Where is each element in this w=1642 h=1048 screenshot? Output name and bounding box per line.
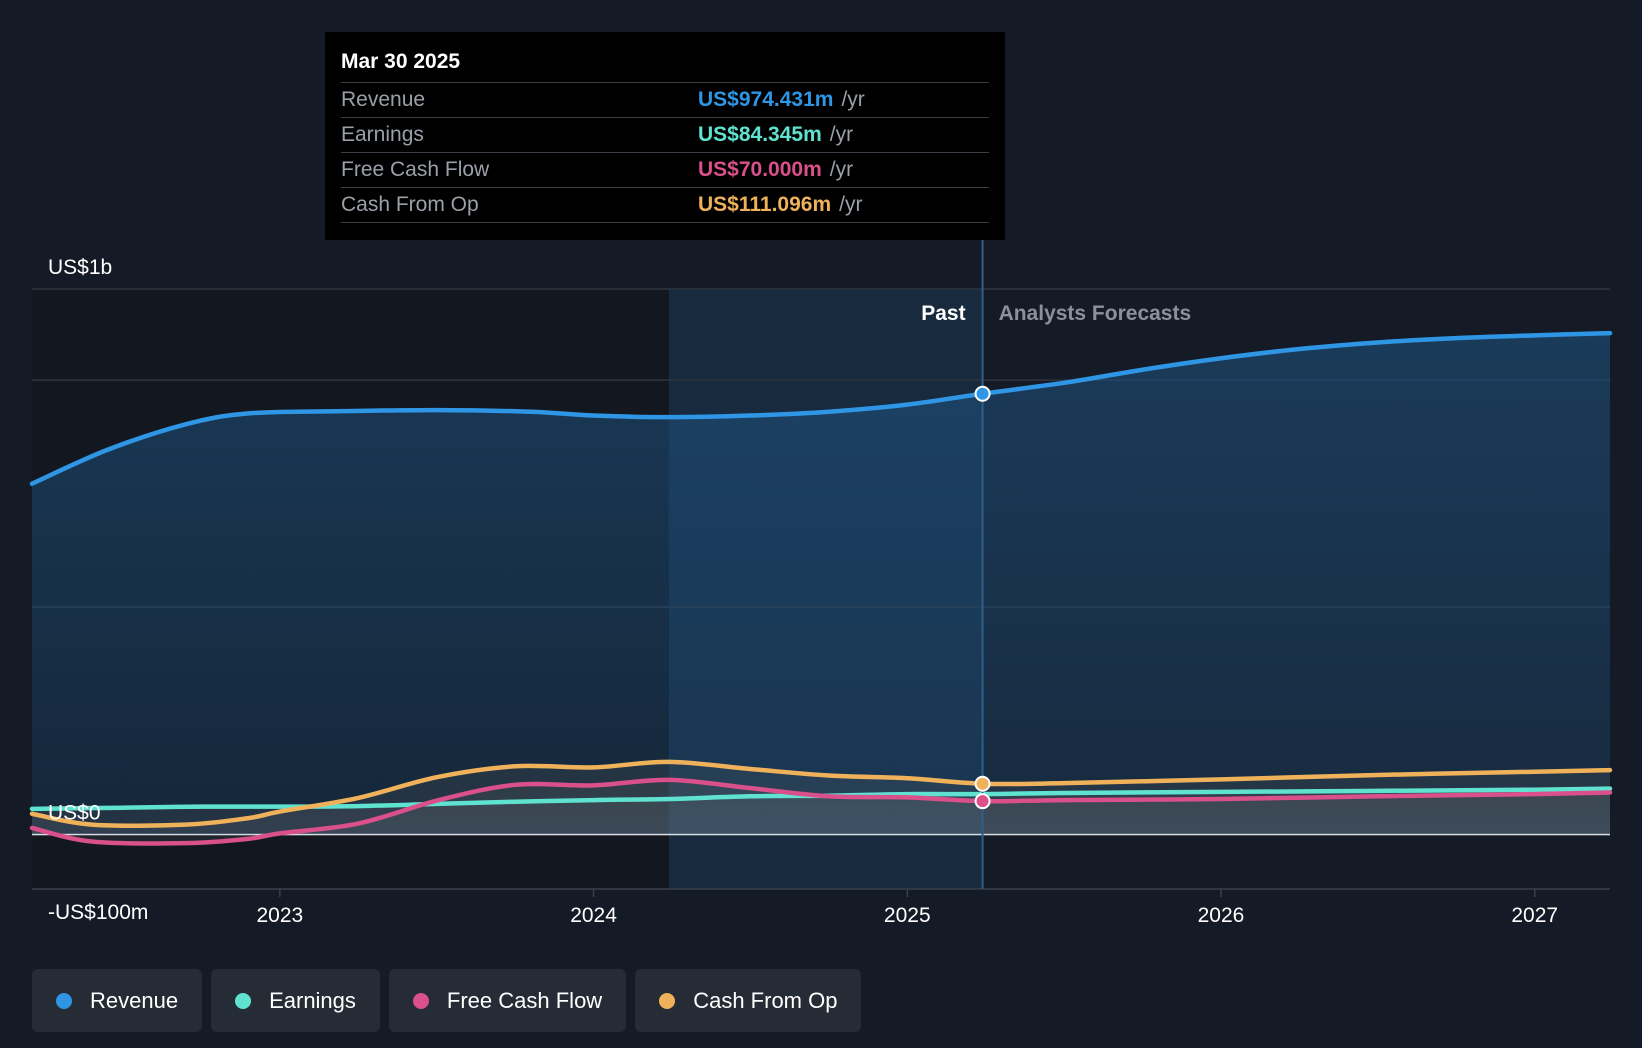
cash-from-op-dot-icon bbox=[659, 992, 676, 1009]
legend-item-revenue[interactable]: Revenue bbox=[32, 969, 203, 1032]
x-tick-label: 2025 bbox=[884, 904, 931, 927]
x-tick-label: 2027 bbox=[1511, 904, 1558, 927]
y-tick-label: -US$100m bbox=[48, 901, 148, 924]
tooltip-row-cash-from-op: Cash From Op US$111.096m /yr bbox=[341, 187, 989, 223]
series-line bbox=[29, 330, 1613, 486]
free-cash-flow-dot-icon bbox=[412, 992, 429, 1009]
y-tick-label: US$1b bbox=[48, 256, 112, 279]
data-point-marker bbox=[974, 775, 991, 792]
series-line bbox=[29, 759, 1613, 828]
tooltip-value: US$974.431m bbox=[698, 88, 834, 111]
data-point-marker bbox=[974, 793, 991, 810]
x-tick-label: 2026 bbox=[1198, 904, 1245, 927]
data-point-marker bbox=[974, 385, 991, 402]
y-tick-label: US$0 bbox=[48, 801, 101, 824]
legend-item-earnings[interactable]: Earnings bbox=[211, 969, 380, 1032]
x-tick-label: 2023 bbox=[256, 904, 303, 927]
legend-label: Earnings bbox=[269, 987, 356, 1013]
tooltip: Mar 30 2025 Revenue US$974.431m /yr Earn… bbox=[325, 32, 1005, 240]
series-line bbox=[29, 777, 1613, 846]
x-tick-label: 2024 bbox=[570, 904, 617, 927]
tooltip-unit: /yr bbox=[829, 123, 854, 146]
tooltip-value: US$84.345m bbox=[698, 123, 822, 146]
tooltip-row-earnings: Earnings US$84.345m /yr bbox=[341, 117, 989, 152]
legend: Revenue Earnings Free Cash Flow Cash Fro… bbox=[32, 969, 862, 1032]
analysts-forecasts-label: Analysts Forecasts bbox=[999, 302, 1192, 325]
legend-label: Free Cash Flow bbox=[446, 987, 603, 1013]
tooltip-row-revenue: Revenue US$974.431m /yr bbox=[341, 82, 989, 117]
tooltip-unit: /yr bbox=[841, 88, 865, 111]
past-label: Past bbox=[921, 302, 965, 325]
revenue-dot-icon bbox=[56, 992, 72, 1009]
legend-item-cash-from-op[interactable]: Cash From Op bbox=[635, 969, 862, 1032]
tooltip-value: US$111.096m bbox=[698, 193, 832, 216]
legend-label: Revenue bbox=[90, 987, 179, 1013]
tooltip-row-free-cash-flow: Free Cash Flow US$70.000m /yr bbox=[341, 152, 989, 187]
tooltip-unit: /yr bbox=[839, 193, 863, 216]
legend-label: Cash From Op bbox=[693, 987, 838, 1013]
series-area bbox=[32, 333, 1610, 835]
tooltip-label: Earnings bbox=[341, 123, 424, 146]
tooltip-unit: /yr bbox=[829, 158, 854, 181]
series-line bbox=[29, 786, 1613, 812]
tooltip-label: Revenue bbox=[341, 88, 426, 111]
legend-item-free-cash-flow[interactable]: Free Cash Flow bbox=[388, 969, 627, 1032]
tooltip-label: Free Cash Flow bbox=[341, 158, 490, 181]
tooltip-label: Cash From Op bbox=[341, 193, 479, 216]
tooltip-date: Mar 30 2025 bbox=[341, 50, 461, 73]
earnings-dot-icon bbox=[235, 992, 252, 1009]
tooltip-value: US$70.000m bbox=[698, 158, 822, 181]
